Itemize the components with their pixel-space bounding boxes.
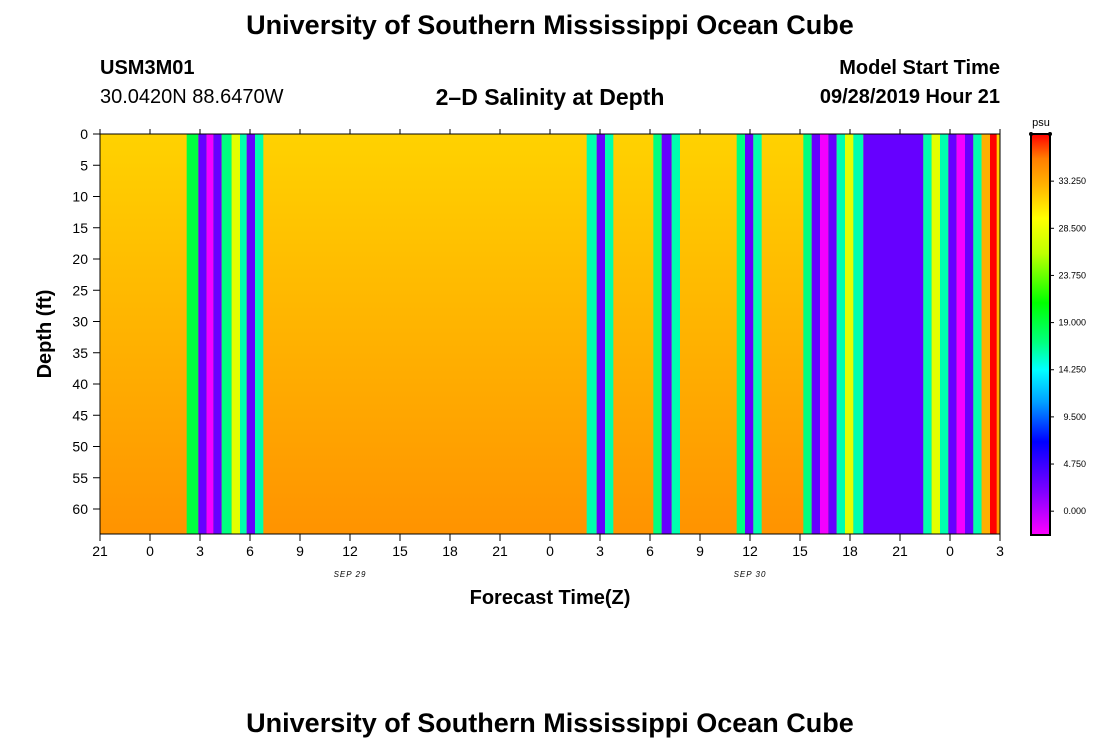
station-id: USM3M01 bbox=[100, 57, 195, 79]
salinity-band bbox=[965, 134, 974, 534]
salinity-band bbox=[246, 134, 255, 534]
salinity-band bbox=[820, 134, 829, 534]
x-tick-label: 3 bbox=[196, 543, 204, 559]
footer-title: University of Southern Mississippi Ocean… bbox=[246, 708, 854, 738]
colorbar: 33.250 28.500 23.750 19.000 14.250 9.500 4.750… bbox=[1029, 132, 1086, 536]
salinity-band bbox=[845, 134, 854, 534]
colorbar-tick-label: 23.750 bbox=[1058, 270, 1086, 280]
salinity-band bbox=[213, 134, 222, 534]
colorbar-tick-label: 0.000 bbox=[1063, 506, 1086, 516]
y-tick-label: 0 bbox=[80, 126, 88, 142]
x-tick-label: 15 bbox=[392, 543, 408, 559]
salinity-band bbox=[671, 134, 680, 534]
colorbar-corner bbox=[1048, 132, 1052, 136]
colorbar-corner bbox=[1029, 132, 1033, 136]
salinity-band bbox=[990, 134, 997, 534]
x-tick-label: 6 bbox=[646, 543, 654, 559]
salinity-band bbox=[605, 134, 614, 534]
page-title: University of Southern Mississippi Ocean… bbox=[246, 10, 854, 40]
salinity-band bbox=[981, 134, 990, 534]
x-date-label: SEP 30 bbox=[734, 570, 767, 579]
salinity-band bbox=[863, 134, 924, 534]
model-start-label: Model Start Time bbox=[839, 57, 1000, 79]
x-tick-label: 18 bbox=[842, 543, 858, 559]
x-date-label: SEP 29 bbox=[334, 570, 367, 579]
x-tick-label: 0 bbox=[146, 543, 154, 559]
salinity-band bbox=[956, 134, 965, 534]
salinity-band bbox=[221, 134, 232, 534]
x-tick-label: 6 bbox=[246, 543, 254, 559]
x-tick-label: 3 bbox=[596, 543, 604, 559]
colorbar-tick-label: 28.500 bbox=[1058, 223, 1086, 233]
salinity-band bbox=[255, 134, 264, 534]
colorbar-tick-label: 4.750 bbox=[1063, 459, 1086, 469]
y-tick-label: 40 bbox=[72, 376, 88, 392]
salinity-band bbox=[973, 134, 982, 534]
salinity-band bbox=[653, 134, 662, 534]
salinity-band bbox=[186, 134, 199, 534]
x-tick-label: 9 bbox=[696, 543, 704, 559]
y-tick-label: 50 bbox=[72, 439, 88, 455]
axes: 21 0 3 6 9 12 15 18 21 0 3 6 9 12 15 18 21 0 3 SEP 29 SEP 30… bbox=[72, 126, 1004, 579]
salinity-band bbox=[803, 134, 812, 534]
x-tick-label: 18 bbox=[442, 543, 458, 559]
x-tick-label: 15 bbox=[792, 543, 808, 559]
colorbar-tick-label: 14.250 bbox=[1058, 365, 1086, 375]
salinity-bands bbox=[186, 134, 997, 534]
y-tick-label: 5 bbox=[80, 157, 88, 173]
y-tick-label: 10 bbox=[72, 189, 88, 205]
salinity-band bbox=[940, 134, 949, 534]
salinity-band bbox=[811, 134, 820, 534]
salinity-band bbox=[661, 134, 672, 534]
x-tick-label: 21 bbox=[492, 543, 508, 559]
salinity-band bbox=[753, 134, 762, 534]
salinity-band bbox=[828, 134, 837, 534]
x-tick-label: 21 bbox=[892, 543, 908, 559]
colorbar-unit: psu bbox=[1032, 117, 1050, 129]
station-coordinates: 30.0420N 88.6470W bbox=[100, 86, 284, 108]
salinity-band bbox=[596, 134, 605, 534]
y-tick-label: 15 bbox=[72, 220, 88, 236]
colorbar-tick-label: 9.500 bbox=[1063, 412, 1086, 422]
y-tick-label: 60 bbox=[72, 501, 88, 517]
salinity-band bbox=[931, 134, 940, 534]
salinity-band bbox=[736, 134, 745, 534]
salinity-band bbox=[853, 134, 864, 534]
y-tick-label: 35 bbox=[72, 345, 88, 361]
salinity-band bbox=[923, 134, 932, 534]
salinity-band bbox=[586, 134, 597, 534]
salinity-band bbox=[948, 134, 957, 534]
salinity-band bbox=[240, 134, 247, 534]
x-tick-label: 3 bbox=[996, 543, 1004, 559]
y-tick-label: 25 bbox=[72, 282, 88, 298]
x-tick-label: 21 bbox=[92, 543, 108, 559]
y-axis-label: Depth (ft) bbox=[34, 290, 56, 379]
salinity-band bbox=[206, 134, 214, 534]
chart-subtitle: 2–D Salinity at Depth bbox=[435, 84, 665, 110]
x-tick-label: 0 bbox=[946, 543, 954, 559]
x-tick-label: 0 bbox=[546, 543, 554, 559]
salinity-band bbox=[231, 134, 240, 534]
colorbar-tick-label: 19.000 bbox=[1058, 318, 1086, 328]
salinity-band bbox=[745, 134, 754, 534]
y-tick-label: 55 bbox=[72, 470, 88, 486]
x-tick-label: 9 bbox=[296, 543, 304, 559]
salinity-band bbox=[198, 134, 207, 534]
y-tick-label: 45 bbox=[72, 407, 88, 423]
colorbar-tick-label: 33.250 bbox=[1058, 176, 1086, 186]
model-start-value: 09/28/2019 Hour 21 bbox=[819, 86, 1000, 108]
x-axis-label: Forecast Time(Z) bbox=[470, 587, 631, 609]
y-tick-label: 30 bbox=[72, 314, 88, 330]
salinity-band bbox=[836, 134, 845, 534]
y-tick-label: 20 bbox=[72, 251, 88, 267]
x-tick-label: 12 bbox=[342, 543, 358, 559]
colorbar-scale bbox=[1030, 133, 1051, 536]
x-tick-label: 12 bbox=[742, 543, 758, 559]
